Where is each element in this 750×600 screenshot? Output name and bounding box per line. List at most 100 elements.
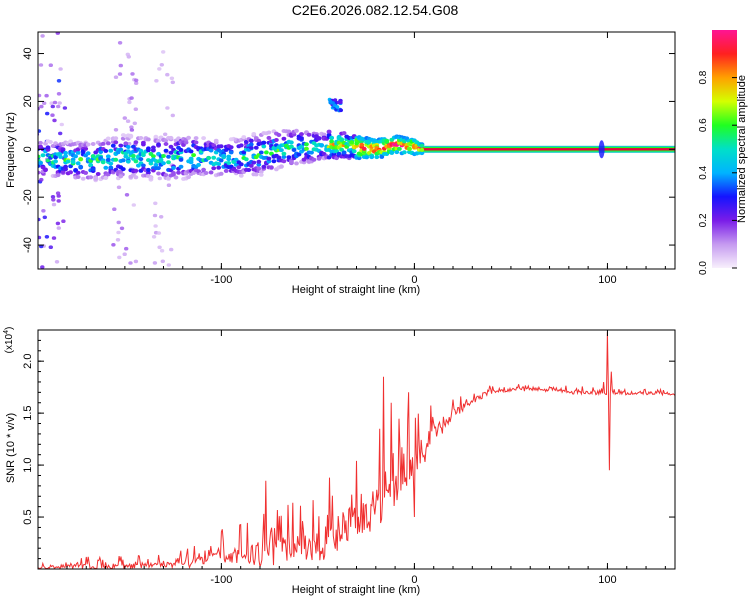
- spectrogram-cell: [253, 136, 259, 141]
- spectrogram-cell: [253, 172, 259, 177]
- colorbar-tick-label: 0.0: [698, 261, 709, 275]
- spectrogram-cell: [40, 34, 45, 38]
- spectrogram-xlabel: Height of straight line (km): [292, 284, 420, 296]
- spectrogram-cell: [183, 140, 189, 145]
- colorbar-tick-label: 0.4: [698, 165, 709, 179]
- spectrogram-cell: [168, 150, 174, 155]
- spectrogram-cell: [115, 238, 121, 242]
- spectrogram-cell: [58, 131, 63, 136]
- spectrogram-cell: [62, 106, 68, 110]
- spectrogram-cell: [261, 164, 267, 169]
- spectrogram-cell: [266, 135, 272, 140]
- spectrogram-cell: [166, 263, 171, 267]
- spectrogram-cell: [157, 245, 162, 250]
- spectrogram-cell: [42, 101, 47, 105]
- spectrogram-cell: [304, 146, 309, 151]
- spectrogram-cell: [163, 173, 169, 178]
- spectrogram-cell: [73, 168, 78, 172]
- snr-frame: [37, 329, 676, 570]
- spectrogram-cell: [178, 147, 184, 152]
- colorbar-tick-label: 0.6: [698, 118, 709, 132]
- spectrogram-cell: [338, 100, 343, 105]
- spectrogram-cell: [85, 142, 91, 147]
- spectrogram-cell: [63, 164, 68, 169]
- spectrogram-cell: [48, 63, 53, 67]
- spectrogram-cell: [134, 78, 139, 83]
- spectrogram-cell: [291, 148, 297, 152]
- spectrogram-cell: [223, 168, 229, 173]
- spectrogram-cell: [105, 154, 111, 159]
- spectrogram-cell: [208, 170, 214, 175]
- spectrogram-cell: [134, 81, 139, 85]
- spectrogram-cell: [83, 170, 89, 175]
- spectrogram-cell: [289, 160, 294, 164]
- spectrogram-cell: [163, 132, 168, 137]
- snr-xtick-label: 0: [411, 574, 417, 586]
- spectrogram-cell: [133, 175, 139, 180]
- spectrogram-cell: [56, 194, 61, 198]
- spectrogram-cell: [118, 174, 124, 179]
- spectrogram-cell: [169, 76, 175, 81]
- spectrogram-cell: [60, 169, 66, 174]
- spectrogram-cell: [113, 75, 119, 79]
- spectrogram-cell: [122, 116, 128, 120]
- spectrogram-xtick-label: -100: [210, 274, 232, 286]
- spectrogram-cell: [248, 163, 254, 168]
- spectrogram-cell: [32, 139, 36, 143]
- spectrogram-cell: [124, 246, 129, 251]
- spectrogram-cell: [100, 141, 106, 146]
- spectrogram-cell: [133, 159, 139, 164]
- spectrogram-cell: [161, 154, 166, 158]
- spectrogram-cell: [50, 144, 56, 148]
- spectrogram-cell: [51, 198, 56, 202]
- spectrogram-cell: [38, 161, 43, 166]
- spectrogram-cell: [75, 150, 81, 155]
- spectrogram-cell: [50, 195, 56, 199]
- spectrogram-cell: [238, 143, 244, 148]
- spectrogram-cell: [271, 159, 277, 164]
- spectrogram-cell: [78, 164, 84, 169]
- spectrogram-cell: [83, 146, 89, 151]
- spectrogram-cell: [148, 176, 154, 180]
- spectrogram-cell: [328, 99, 333, 104]
- spectrogram-cell: [113, 157, 119, 162]
- spectrogram-cell: [127, 141, 132, 146]
- spectrogram-cell: [161, 50, 166, 54]
- spectrogram-cell: [266, 156, 272, 161]
- spectrogram-frame: [37, 31, 676, 270]
- spectrogram-cell: [351, 149, 357, 154]
- spectrogram-cell: [118, 147, 124, 152]
- spectrogram-cell: [169, 247, 174, 252]
- spectrogram-cell: [129, 125, 134, 129]
- spectrogram-cell: [276, 155, 282, 160]
- spectrogram-cell: [170, 80, 175, 85]
- spectrogram-cell: [141, 142, 146, 147]
- snr-y-multiplier-exponent: 4: [3, 330, 10, 334]
- spectrogram-cell: [191, 153, 197, 158]
- spectrogram-cell: [196, 162, 202, 167]
- spectrogram-cell: [108, 148, 114, 153]
- spectrogram-cell: [100, 160, 106, 165]
- spectrogram-cell: [241, 135, 247, 140]
- spectrogram-cell: [117, 72, 123, 76]
- colorbar-ticks: 0.0 0.2 0.4 0.6 0.8: [698, 70, 737, 275]
- spectrogram-cell: [165, 72, 170, 77]
- spectrogram-cell: [113, 140, 119, 145]
- spectrogram-cell: [296, 152, 302, 157]
- spectrogram-cell: [176, 170, 181, 175]
- spectrogram-cell: [146, 148, 151, 153]
- spectrogram-cell: [341, 150, 347, 155]
- spectrogram-cell: [58, 67, 63, 71]
- spectrogram-cell: [188, 160, 194, 165]
- colorbar-tick-label: 0.2: [698, 213, 709, 227]
- spectrogram-cell: [153, 201, 158, 206]
- spectrogram-cell: [339, 138, 344, 142]
- spectrogram-xtick-label: 0: [411, 274, 417, 286]
- spectrogram-cell: [90, 167, 96, 172]
- spectrogram-cell: [281, 154, 287, 159]
- spectrogram-cell: [188, 149, 194, 154]
- spectrogram-cell: [157, 176, 162, 181]
- snr-xlabel: Height of straight line (km): [292, 584, 420, 596]
- spectrogram-panel: -100 0 100 -40 -20 0 20 40 Height of straight l…: [5, 31, 676, 296]
